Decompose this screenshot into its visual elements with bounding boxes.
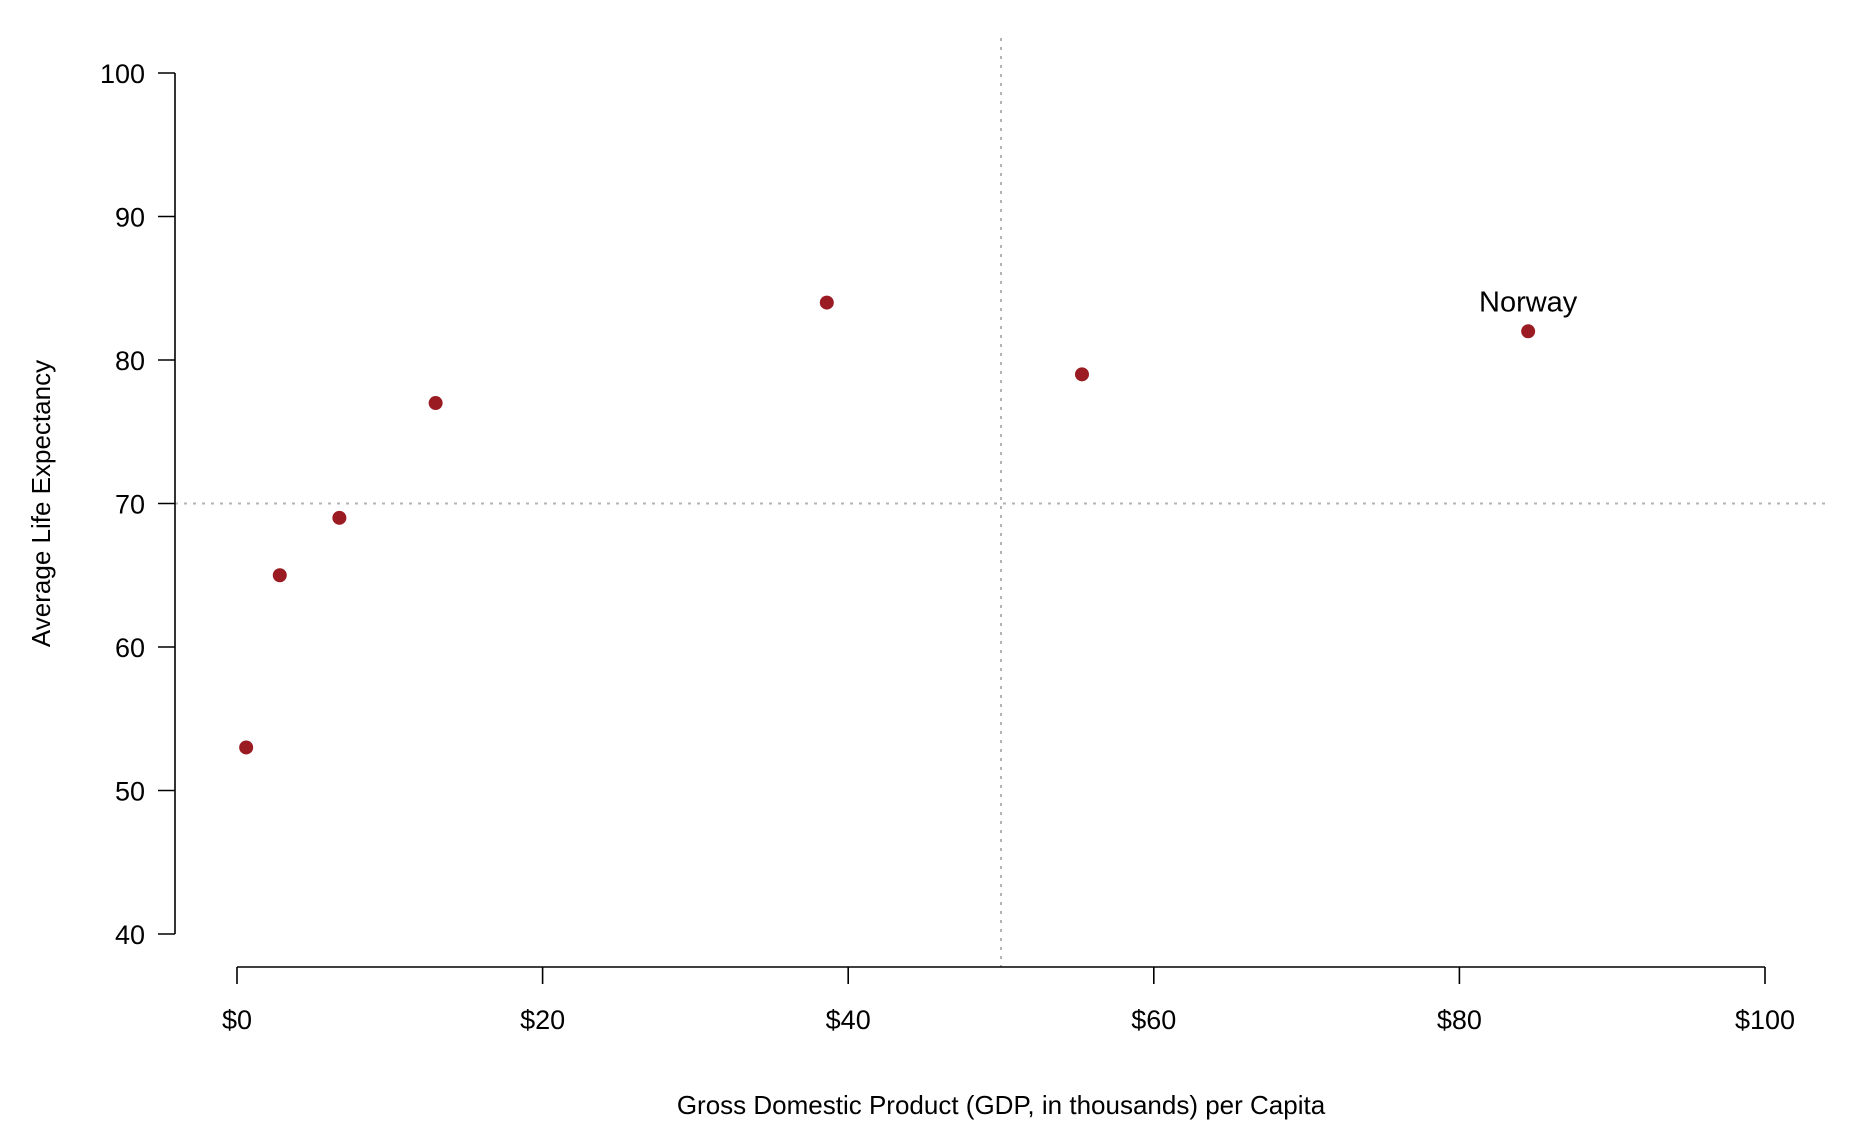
y-tick-label-50: 50 [115, 777, 145, 807]
data-point-3 [332, 510, 347, 525]
x-tick-label-80: $80 [1437, 1005, 1482, 1035]
x-tick-label-40: $40 [826, 1005, 871, 1035]
data-point-5 [819, 295, 834, 310]
axes [174, 73, 1765, 968]
y-tick-label-70: 70 [115, 490, 145, 520]
x-tick-label-100: $100 [1735, 1005, 1795, 1035]
point-label-norway: Norway [1479, 286, 1578, 318]
y-tick-label-40: 40 [115, 920, 145, 950]
y-tick-label-100: 100 [100, 59, 145, 89]
data-point-6 [1074, 367, 1089, 382]
y-axis-title: Average Life Expectancy [26, 360, 56, 647]
y-tick-label-90: 90 [115, 203, 145, 233]
data-point-2 [272, 568, 287, 583]
x-tick-label-20: $20 [520, 1005, 565, 1035]
data-point-4 [428, 396, 443, 411]
x-tick-label-0: $0 [222, 1005, 252, 1035]
point-labels: Norway [1479, 286, 1578, 318]
reference-lines [175, 38, 1828, 967]
data-point-1 [239, 740, 254, 755]
x-axis-ticks: $0 $20 $40 $60 $80 $100 [222, 967, 1795, 1035]
data-point-7 [1521, 324, 1536, 339]
data-points [239, 295, 1536, 755]
y-tick-label-80: 80 [115, 346, 145, 376]
y-axis-ticks: 40 50 60 70 80 90 100 [100, 59, 175, 950]
x-axis-title: Gross Domestic Product (GDP, in thousand… [677, 1090, 1326, 1120]
y-tick-label-60: 60 [115, 633, 145, 663]
x-tick-label-60: $60 [1131, 1005, 1176, 1035]
